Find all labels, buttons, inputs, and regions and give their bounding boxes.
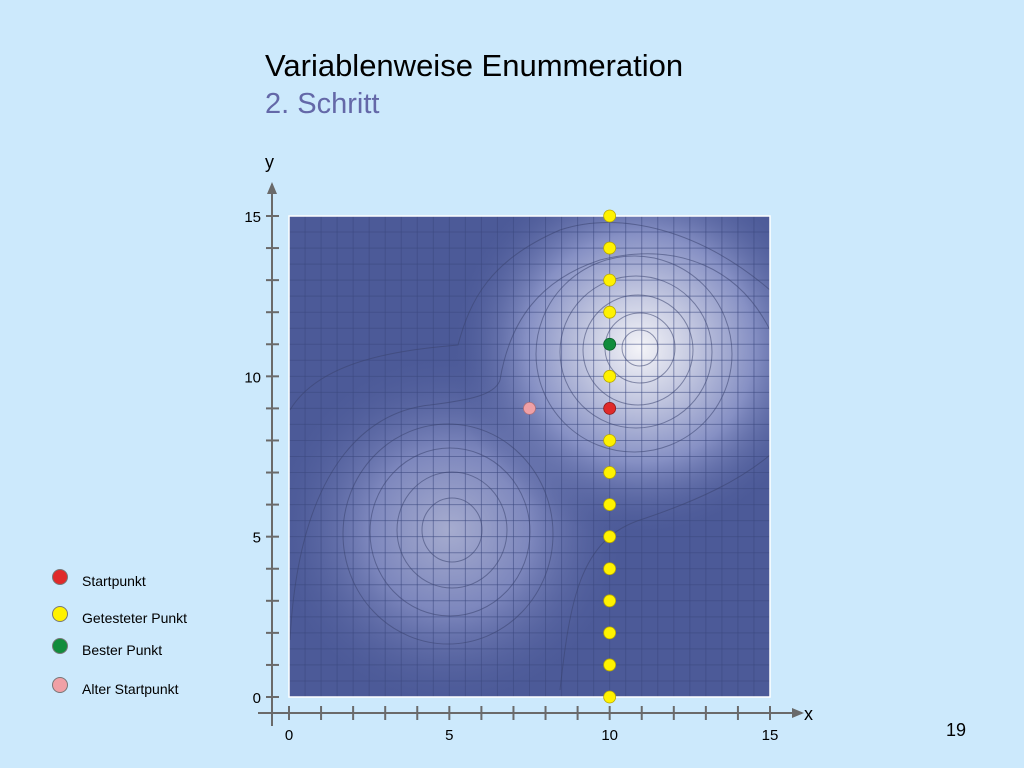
tested-point: [603, 562, 617, 576]
tested-point: [603, 305, 617, 319]
old-start-point: [523, 401, 536, 415]
tested-point: [603, 498, 617, 512]
tested-point: [603, 466, 617, 479]
y-tick-label: 5: [253, 530, 261, 547]
x-tick-label: 10: [601, 727, 618, 744]
start-point: [603, 401, 617, 415]
contour-line: [421, 497, 483, 563]
contour-line: [535, 255, 733, 453]
tested-point: [603, 209, 617, 223]
contour-line: [289, 222, 771, 411]
legend-item-bester-punkt: Bester Punkt: [52, 638, 252, 660]
contour-line: [582, 294, 694, 406]
x-tick-label: 5: [445, 727, 453, 744]
y-tick-label: 0: [253, 690, 261, 707]
legend-label: Getesteter Punkt: [82, 610, 188, 626]
axis-tick-labels: 0 5 10 15 0 5 10 15: [244, 209, 778, 744]
y-tick-label: 10: [244, 369, 261, 386]
slide-title: Variablenweise Enummeration: [265, 48, 684, 83]
contour-line: [396, 471, 508, 589]
tested-point: [603, 530, 617, 544]
legend-item-getesteter-punkt: Getesteter Punkt: [52, 606, 252, 628]
contour-line: [289, 253, 771, 641]
x-tick-label: 15: [762, 727, 779, 744]
legend-dot-yellow: [52, 606, 68, 622]
page-number: 19: [946, 720, 967, 740]
y-tick-label: 15: [244, 209, 261, 226]
legend-dot-green: [52, 638, 68, 654]
tested-point: [603, 434, 617, 447]
tested-point: [603, 626, 617, 640]
legend-item-startpunkt: Startpunkt: [52, 569, 252, 591]
x-axis-label: x: [804, 704, 813, 724]
tested-point: [603, 594, 617, 608]
legend-item-alter-startpunkt: Alter Startpunkt: [52, 677, 252, 699]
tested-point: [603, 241, 617, 255]
contour-line: [369, 447, 531, 617]
legend-dot-pink: [52, 677, 68, 693]
legend-label: Bester Punkt: [82, 642, 163, 658]
contour-line: [559, 454, 771, 691]
legend-label: Startpunkt: [82, 573, 146, 589]
contour-line: [342, 423, 554, 645]
plot-frame: [288, 215, 771, 698]
best-point: [603, 337, 617, 351]
data-points: [523, 209, 617, 704]
legend-label: Alter Startpunkt: [82, 681, 179, 697]
slide-subtitle: 2. Schritt: [265, 88, 380, 120]
axes: [258, 182, 804, 726]
tested-point: [603, 369, 617, 383]
x-tick-label: 0: [285, 727, 293, 744]
tested-point: [603, 273, 617, 287]
contour-line: [621, 329, 659, 367]
legend-dot-red: [52, 569, 68, 585]
axis-ticks: [266, 215, 771, 720]
tested-point: [603, 690, 617, 704]
y-axis-label: y: [265, 152, 274, 172]
contour-line: [559, 275, 713, 429]
grid-lines: [289, 216, 770, 697]
tested-point: [603, 658, 617, 672]
